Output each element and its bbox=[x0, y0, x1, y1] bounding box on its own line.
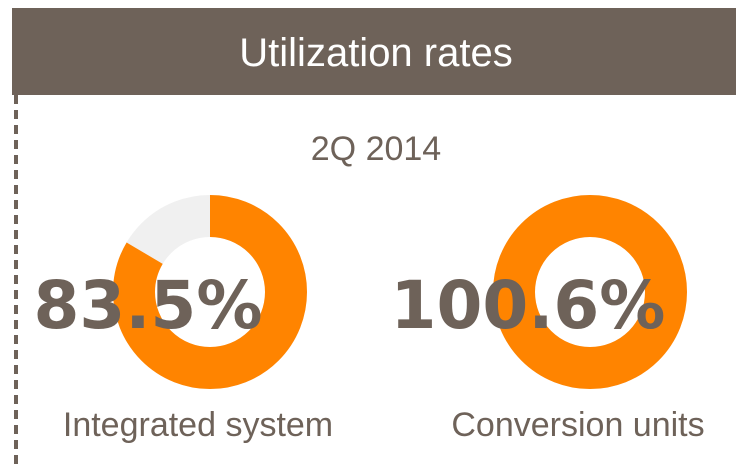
donut-segment bbox=[493, 195, 687, 389]
value-label: 100.6% bbox=[391, 267, 666, 344]
title: Utilization rates bbox=[239, 31, 512, 75]
value-label: 83.5% bbox=[34, 267, 263, 344]
category-label: Conversion units bbox=[451, 406, 704, 444]
subtitle: 2Q 2014 bbox=[311, 130, 441, 168]
category-label: Integrated system bbox=[63, 406, 333, 444]
header-bar bbox=[12, 8, 736, 95]
charts: 83.5% Integrated system 100.6% Conversion u… bbox=[34, 195, 705, 444]
donut-segment bbox=[113, 195, 307, 389]
